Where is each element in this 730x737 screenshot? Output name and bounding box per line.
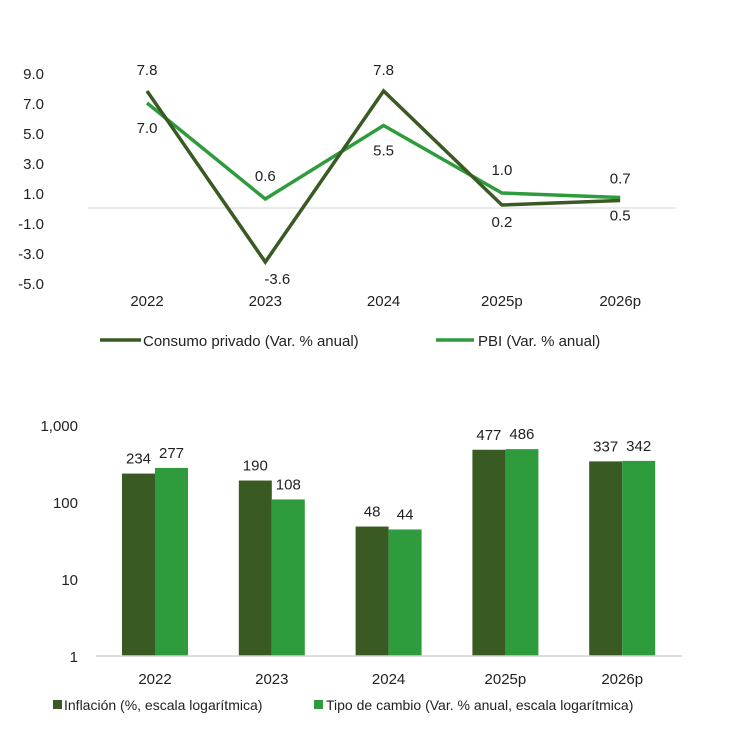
x-tick-label: 2025p bbox=[481, 293, 523, 310]
x-tick-label: 2026p bbox=[601, 671, 643, 688]
y-tick-label: 3.0 bbox=[23, 156, 44, 173]
legend-label: Inflación (%, escala logarítmica) bbox=[64, 697, 262, 713]
bar-tipo-cambio bbox=[505, 449, 539, 656]
bar-tipo-cambio bbox=[271, 499, 305, 656]
y-tick-label: -5.0 bbox=[18, 276, 44, 293]
data-label: 1.0 bbox=[491, 162, 512, 179]
data-label: 190 bbox=[243, 458, 268, 475]
data-label: 108 bbox=[276, 476, 301, 493]
y-tick-label: 9.0 bbox=[23, 66, 44, 83]
data-label: 234 bbox=[126, 451, 151, 468]
data-label: 337 bbox=[593, 438, 618, 455]
y-tick-label: 100 bbox=[53, 495, 78, 512]
x-tick-label: 2024 bbox=[372, 671, 405, 688]
x-tick-label: 2023 bbox=[249, 293, 282, 310]
x-tick-label: 2023 bbox=[255, 671, 288, 688]
bar-inflacion bbox=[589, 461, 623, 656]
bar-inflacion bbox=[355, 526, 389, 656]
data-label: 477 bbox=[476, 427, 501, 444]
bar-inflacion bbox=[472, 449, 506, 656]
y-tick-label: 5.0 bbox=[23, 126, 44, 143]
data-label: 0.2 bbox=[491, 214, 512, 231]
x-tick-label: 2022 bbox=[130, 293, 163, 310]
series-line-pbi bbox=[145, 101, 621, 202]
data-label: -3.6 bbox=[264, 271, 290, 288]
data-label: 7.0 bbox=[137, 120, 158, 137]
x-tick-label: 2026p bbox=[599, 293, 641, 310]
legend-swatch-inflacion bbox=[53, 700, 62, 709]
legend-swatch-tipo-cambio bbox=[314, 700, 323, 709]
y-tick-label: -3.0 bbox=[18, 246, 44, 263]
x-tick-label: 2022 bbox=[138, 671, 171, 688]
data-label: 486 bbox=[509, 426, 534, 443]
data-label: 277 bbox=[159, 445, 184, 462]
data-label: 7.8 bbox=[137, 62, 158, 79]
data-label: 48 bbox=[364, 504, 381, 521]
bar-tipo-cambio bbox=[155, 467, 188, 656]
data-label: 0.5 bbox=[610, 208, 631, 225]
x-tick-label: 2024 bbox=[367, 293, 400, 310]
data-label: 7.8 bbox=[373, 62, 394, 79]
y-tick-label: 1 bbox=[70, 649, 78, 666]
data-label: 0.6 bbox=[255, 168, 276, 185]
y-tick-label: 10 bbox=[61, 572, 78, 589]
bar-inflacion bbox=[122, 473, 155, 656]
y-tick-label: 1.0 bbox=[23, 186, 44, 203]
y-tick-label: -1.0 bbox=[18, 216, 44, 233]
data-label: 5.5 bbox=[373, 143, 394, 160]
data-label: 0.7 bbox=[610, 171, 631, 188]
series-line-consumo bbox=[145, 88, 621, 266]
bar-tipo-cambio bbox=[388, 529, 422, 656]
legend-label: PBI (Var. % anual) bbox=[478, 333, 600, 350]
legend-label: Consumo privado (Var. % anual) bbox=[143, 333, 359, 350]
data-label: 342 bbox=[626, 438, 651, 455]
y-tick-label: 1,000 bbox=[40, 418, 78, 435]
x-tick-label: 2025p bbox=[485, 671, 527, 688]
legend-label: Tipo de cambio (Var. % anual, escala log… bbox=[326, 697, 633, 713]
data-label: 44 bbox=[397, 506, 414, 523]
bar-inflacion bbox=[238, 480, 272, 656]
bar-tipo-cambio bbox=[622, 460, 656, 656]
y-tick-label: 7.0 bbox=[23, 96, 44, 113]
